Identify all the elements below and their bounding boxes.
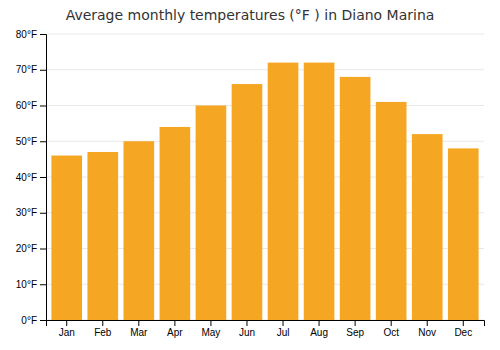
tick-label: 30°F [16,207,37,218]
bar [304,63,335,320]
tick-label: Aug [310,327,328,338]
tick-mark [102,320,103,326]
tick-label: 80°F [16,29,37,40]
bar [340,77,371,320]
tick: Jun [239,320,255,338]
title: Average monthly temperatures (°F ) in Di… [66,7,435,23]
grid [46,34,484,320]
tick-label: Feb [94,327,112,338]
tick-label: 70°F [16,64,37,75]
x-axis: Jan Feb Mar Apr May Jun Jul Aug Sep Oct Nov Dec [47,320,485,338]
bar [448,148,479,320]
bar [412,134,443,320]
tick: 30°F [16,207,46,218]
bar [51,156,82,320]
tick-label: Oct [383,327,399,338]
tick-mark [283,320,284,326]
tick-label: Jul [277,327,290,338]
tick: Aug [310,320,328,338]
tick: Oct [383,320,399,338]
tick-label: 20°F [16,243,37,254]
tick-label: Sep [346,327,364,338]
tick-mark [463,320,464,326]
tick: 0°F [21,315,46,326]
tick-mark [138,320,139,326]
tick-label: 40°F [16,172,37,183]
tick: 40°F [16,172,46,183]
tick: May [201,320,220,338]
axis-line [47,321,485,327]
tick: Nov [418,320,436,338]
tick-mark [40,106,46,107]
tick-label: 10°F [16,279,37,290]
tick: 50°F [16,136,46,147]
tick-label: Mar [130,327,148,338]
tick-mark [40,320,46,321]
grid-line [46,34,484,35]
tick-mark [40,213,46,214]
tick: 20°F [16,243,46,254]
tick: 10°F [16,279,46,290]
tick-mark [40,70,46,71]
bar [376,102,407,320]
y-axis: 0°F 10°F 20°F 30°F 40°F 50°F 60°F 70°F 80°F [16,29,47,326]
tick: 60°F [16,100,46,111]
bars [51,63,478,320]
tick: Feb [94,320,112,338]
tick-mark [40,34,46,35]
bar [232,84,263,320]
tick-mark [40,284,46,285]
bar [87,152,118,320]
tick: Apr [167,320,183,338]
grid-line [46,105,484,106]
tick: 80°F [16,29,46,40]
tick: Dec [454,320,472,338]
tick: 70°F [16,64,46,75]
bar [160,127,191,320]
axis-line [40,35,47,321]
tick: Jul [277,320,290,338]
tick-mark [66,320,67,326]
tick-mark [246,320,247,326]
tick-mark [40,177,46,178]
tick-label: 50°F [16,136,37,147]
tick-mark [40,141,46,142]
tick-label: 0°F [21,315,37,326]
tick-label: Dec [454,327,472,338]
tick-label: Jan [59,327,75,338]
tick-label: Jun [239,327,255,338]
tick: Sep [346,320,364,338]
tick-label: May [201,327,220,338]
grid-line [46,69,484,70]
chart: 0°F 10°F 20°F 30°F 40°F 50°F 60°F 70°F 80°F Jan Fe… [0,0,500,350]
bar [124,141,155,320]
tick-mark [391,320,392,326]
tick-label: Nov [418,327,436,338]
tick: Mar [130,320,148,338]
tick-mark [319,320,320,326]
tick-mark [355,320,356,326]
plot: 0°F 10°F 20°F 30°F 40°F 50°F 60°F 70°F 80°F Jan Fe… [16,29,485,338]
tick: Jan [59,320,75,338]
bar [196,106,227,321]
tick-label: Apr [167,327,183,338]
tick-mark [210,320,211,326]
tick-mark [174,320,175,326]
bar [268,63,299,320]
tick-mark [427,320,428,326]
tick-label: 60°F [16,100,37,111]
tick-mark [40,249,46,250]
